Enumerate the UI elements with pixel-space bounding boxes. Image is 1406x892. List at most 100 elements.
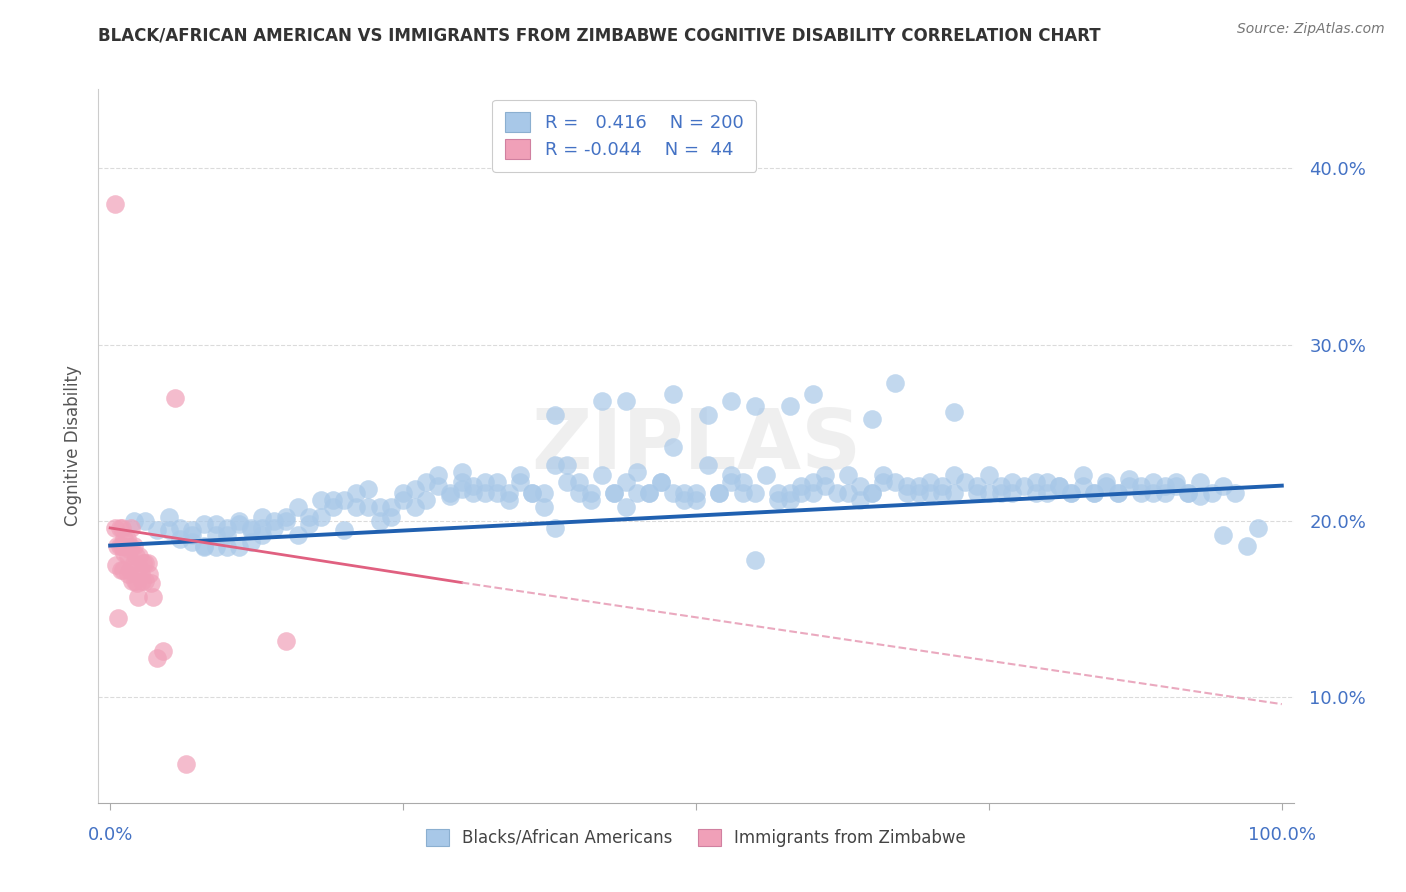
Point	[673, 485, 696, 500]
Text: ZIPLAS: ZIPLAS	[531, 406, 860, 486]
Point	[263, 521, 285, 535]
Point	[138, 566, 160, 581]
Point	[860, 485, 883, 500]
Point	[744, 552, 766, 566]
Point	[955, 475, 977, 489]
Point	[228, 541, 250, 555]
Point	[896, 485, 918, 500]
Point	[117, 549, 139, 563]
Point	[744, 485, 766, 500]
Point	[463, 485, 485, 500]
Point	[1071, 468, 1094, 483]
Point	[591, 394, 613, 409]
Point	[1095, 475, 1118, 489]
Point	[136, 556, 159, 570]
Point	[1188, 489, 1211, 503]
Point	[309, 510, 332, 524]
Point	[105, 558, 128, 572]
Point	[1036, 475, 1059, 489]
Point	[814, 468, 837, 483]
Point	[204, 517, 226, 532]
Point	[439, 485, 461, 500]
Point	[1047, 478, 1070, 492]
Point	[533, 485, 555, 500]
Point	[884, 376, 907, 391]
Point	[368, 500, 391, 514]
Point	[380, 500, 402, 514]
Point	[120, 563, 141, 577]
Point	[1247, 521, 1270, 535]
Point	[111, 539, 134, 553]
Point	[544, 408, 567, 422]
Point	[766, 492, 789, 507]
Point	[193, 539, 215, 553]
Point	[193, 541, 215, 555]
Point	[1177, 485, 1199, 500]
Point	[860, 485, 883, 500]
Point	[744, 400, 766, 414]
Point	[368, 514, 391, 528]
Point	[779, 492, 801, 507]
Point	[217, 528, 239, 542]
Point	[357, 482, 380, 496]
Point	[555, 475, 578, 489]
Point	[1118, 472, 1140, 486]
Point	[287, 528, 309, 542]
Point	[1107, 485, 1129, 500]
Point	[239, 535, 262, 549]
Point	[163, 391, 186, 405]
Point	[128, 559, 150, 574]
Point	[204, 541, 226, 555]
Point	[907, 478, 929, 492]
Point	[814, 478, 837, 492]
Point	[626, 465, 648, 479]
Point	[134, 556, 156, 570]
Point	[141, 575, 163, 590]
Point	[117, 566, 139, 581]
Point	[626, 485, 648, 500]
Point	[169, 532, 191, 546]
Point	[1153, 485, 1175, 500]
Point	[263, 514, 285, 528]
Point	[252, 510, 274, 524]
Point	[614, 500, 637, 514]
Point	[801, 387, 824, 401]
Point	[591, 468, 613, 483]
Point	[239, 523, 262, 537]
Point	[661, 485, 683, 500]
Point	[825, 485, 848, 500]
Point	[474, 485, 496, 500]
Point	[122, 556, 145, 570]
Point	[579, 485, 602, 500]
Point	[114, 539, 136, 553]
Point	[1188, 475, 1211, 489]
Point	[896, 478, 918, 492]
Point	[720, 468, 742, 483]
Point	[779, 485, 801, 500]
Point	[204, 528, 226, 542]
Point	[111, 521, 134, 535]
Text: Source: ZipAtlas.com: Source: ZipAtlas.com	[1237, 22, 1385, 37]
Point	[125, 549, 148, 563]
Point	[1142, 475, 1164, 489]
Point	[104, 521, 127, 535]
Point	[709, 485, 731, 500]
Point	[287, 500, 309, 514]
Point	[132, 556, 155, 570]
Point	[239, 521, 262, 535]
Point	[439, 489, 461, 503]
Point	[1130, 478, 1153, 492]
Point	[520, 485, 543, 500]
Point	[509, 468, 531, 483]
Point	[977, 468, 1000, 483]
Point	[731, 485, 754, 500]
Point	[112, 532, 135, 546]
Point	[112, 546, 135, 560]
Point	[555, 458, 578, 472]
Point	[127, 590, 149, 604]
Point	[990, 478, 1012, 492]
Point	[474, 475, 496, 489]
Point	[849, 478, 872, 492]
Point	[1201, 485, 1223, 500]
Point	[129, 566, 152, 581]
